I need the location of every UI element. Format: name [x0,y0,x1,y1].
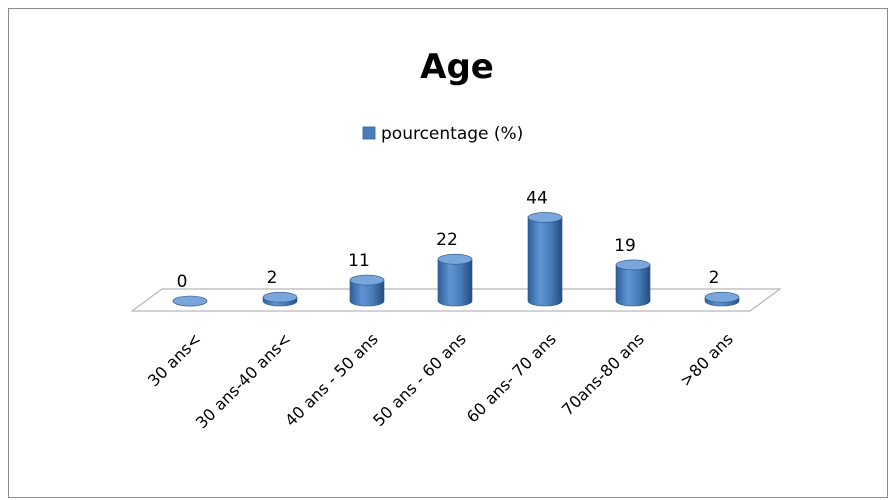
legend: pourcentage (%) [362,124,523,144]
legend-label: pourcentage (%) [381,124,523,144]
bar-body [615,264,651,307]
category-label: 50 ans - 60 ans [369,329,470,430]
bars [172,212,740,307]
data-label: 22 [436,230,458,250]
bar-top [437,253,473,265]
chart-title: Age [420,47,494,87]
category-label: >80 ans [676,329,737,390]
data-label: 11 [348,251,370,271]
category-label: 40 ans - 50 ans [281,329,382,430]
data-label: 2 [267,268,278,288]
bar [615,259,651,307]
bar-top [262,291,298,303]
data-label: 0 [177,272,188,292]
bar [704,291,740,307]
data-label: 19 [614,236,636,256]
chart-frame [8,8,888,498]
bar-body [349,279,385,307]
bar-body [527,217,563,307]
bar [349,274,385,307]
bar [262,291,298,307]
bar-top [704,291,740,303]
bar-top [172,295,208,307]
category-label: 60 ans- 70 ans [463,329,560,426]
category-label: 30 ans-40 ans< [192,329,295,432]
bar [172,295,208,307]
bar [437,253,473,307]
bar-top [615,259,651,271]
bar-top [527,212,563,223]
bar-body [437,258,473,307]
data-labels: 0 2 11 22 44 19 2 [177,188,720,292]
bar-top [349,274,385,286]
data-label: 44 [526,188,548,208]
bar [527,212,563,307]
legend-swatch [362,126,376,140]
category-label: 30 ans< [144,329,205,390]
data-label: 2 [709,268,720,288]
category-label: 70ans-80 ans [558,329,648,419]
